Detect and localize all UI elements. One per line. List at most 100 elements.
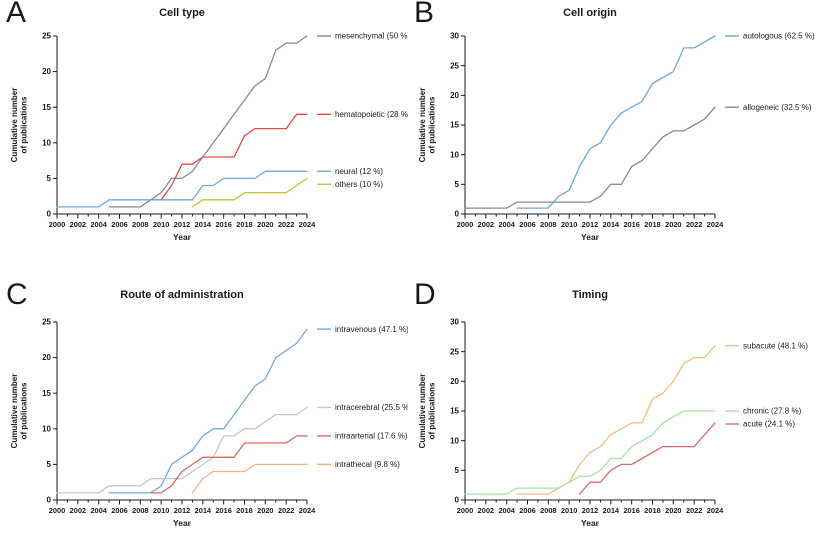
x-tick-label: 2020 — [257, 220, 273, 229]
legend-label-acute: acute (24.1 %) — [743, 420, 795, 429]
x-tick-label: 2002 — [478, 220, 494, 229]
x-tick-label: 2018 — [236, 506, 252, 515]
chart-timing: 0 5 10 15 20 25 30 2000 2002 2004 2006 2008 2010 2012… — [418, 318, 808, 528]
x-tick-label: 2024 — [707, 220, 724, 229]
x-tick-label: 2010 — [561, 506, 577, 515]
x-tick-label: 2024 — [299, 506, 316, 515]
y-tick-label: 15 — [42, 389, 51, 398]
panel-title-cell-type: Cell type — [159, 7, 205, 19]
series-line-intravenous — [108, 328, 308, 494]
x-tick-label: 2014 — [603, 506, 620, 515]
x-tick-label: 2020 — [665, 506, 681, 515]
x-tick-label: 2016 — [623, 506, 639, 515]
x-tick-label: 2006 — [111, 220, 127, 229]
series-line-hematopoietic — [150, 113, 308, 201]
y-tick-label: 30 — [450, 32, 459, 41]
x-tick-label: 2018 — [644, 506, 660, 515]
x-tick-label: 2012 — [174, 220, 190, 229]
x-axis-title: Year — [173, 518, 192, 528]
x-tick-label: 2000 — [49, 220, 65, 229]
x-tick-label: 2024 — [707, 506, 724, 515]
y-tick-label: 10 — [42, 424, 51, 433]
y-axis-title: Cumulative numberof publications — [418, 88, 437, 163]
x-axis-title: Year — [581, 232, 600, 242]
x-tick-label: 2004 — [498, 506, 515, 515]
chart-cell-origin: 0 5 10 15 20 25 30 2000 2002 2004 2006 2008 2010 2012… — [418, 32, 815, 242]
series-line-intracerebral — [56, 406, 308, 494]
x-tick-label: 2008 — [132, 506, 148, 515]
x-axis-title: Year — [173, 232, 192, 242]
x-tick-label: 2008 — [540, 220, 556, 229]
x-tick-label: 2012 — [174, 506, 190, 515]
y-tick-label: 25 — [450, 347, 459, 356]
panel-title-route-of-administration: Route of administration — [120, 289, 244, 301]
panel-letter-a: A — [6, 0, 27, 29]
y-tick-label: 20 — [450, 91, 459, 100]
y-tick-label: 0 — [47, 210, 52, 219]
y-tick-label: 30 — [450, 318, 459, 327]
x-tick-label: 2022 — [278, 506, 294, 515]
x-tick-label: 2018 — [236, 220, 252, 229]
x-axis-title: Year — [581, 518, 600, 528]
series-line-autologous — [516, 35, 716, 209]
panel-letter-d: D — [414, 278, 436, 311]
x-tick-label: 2000 — [457, 220, 473, 229]
y-tick-label: 15 — [450, 121, 459, 130]
y-tick-label: 25 — [42, 318, 51, 327]
x-tick-label: 2014 — [603, 220, 620, 229]
x-tick-label: 2020 — [665, 220, 681, 229]
y-axis-title: Cumulative numberof publications — [10, 374, 29, 449]
x-tick-label: 2018 — [644, 220, 660, 229]
y-tick-label: 25 — [42, 32, 51, 41]
series-line-others — [191, 177, 308, 208]
panel-title-cell-origin: Cell origin — [563, 7, 617, 19]
panel-title-timing: Timing — [572, 289, 608, 301]
x-tick-label: 2022 — [278, 220, 294, 229]
x-tick-label: 2010 — [153, 506, 169, 515]
panel-letter-c: C — [6, 278, 28, 311]
x-tick-label: 2002 — [478, 506, 494, 515]
y-tick-label: 10 — [42, 138, 51, 147]
legend-label-others: others (10 %) — [335, 180, 383, 189]
y-tick-label: 10 — [450, 150, 459, 159]
y-tick-label: 20 — [42, 67, 51, 76]
legend-label-mesenchymal: mesenchymal (50 %) — [335, 32, 408, 41]
legend-label-intrathecal: intrathecal (9.8 %) — [335, 460, 400, 469]
x-tick-label: 2022 — [686, 506, 702, 515]
x-tick-label: 2004 — [90, 220, 107, 229]
x-tick-label: 2006 — [519, 220, 535, 229]
y-tick-label: 20 — [42, 353, 51, 362]
x-tick-label: 2006 — [519, 506, 535, 515]
y-tick-label: 0 — [455, 210, 460, 219]
x-tick-label: 2014 — [195, 220, 212, 229]
x-tick-label: 2008 — [540, 506, 556, 515]
series-line-neural — [56, 170, 308, 208]
legend-label-allogeneic: allogeneic (32.5 %) — [743, 103, 812, 112]
x-tick-label: 2016 — [623, 220, 639, 229]
x-tick-label: 2016 — [215, 506, 231, 515]
chart-cell-type: 0 5 10 15 20 25 2000 2002 2004 2006 2008 2010 2012 20… — [10, 32, 408, 242]
y-tick-label: 0 — [47, 496, 52, 505]
x-tick-label: 2012 — [582, 506, 598, 515]
legend-label-autologous: autologous (62.5 %) — [743, 32, 815, 41]
x-tick-label: 2024 — [299, 220, 316, 229]
legend-label-intravenous: intravenous (47.1 %) — [335, 325, 408, 334]
y-tick-label: 15 — [450, 407, 459, 416]
x-tick-label: 2004 — [90, 506, 107, 515]
chart-route-of-administration: 0 5 10 15 20 25 2000 2002 2004 2006 2008 2010 2012 20… — [10, 318, 408, 528]
y-tick-label: 0 — [455, 496, 460, 505]
x-tick-label: 2002 — [70, 220, 86, 229]
series-line-acute — [578, 422, 716, 495]
legend-label-subacute: subacute (48.1 %) — [743, 341, 808, 350]
x-tick-label: 2000 — [49, 506, 65, 515]
panel-letter-b: B — [414, 0, 435, 29]
x-tick-label: 2000 — [457, 506, 473, 515]
y-tick-label: 5 — [455, 466, 460, 475]
series-line-chronic — [464, 410, 716, 495]
panel-cell-origin: B Cell origin 0 5 10 15 20 25 30 2000 2002 2004 20… — [408, 0, 816, 270]
y-tick-label: 5 — [47, 174, 52, 183]
series-line-mesenchymal — [108, 35, 308, 208]
panel-timing: D Timing 0 5 10 15 20 25 30 2000 2002 2004 2006 200… — [408, 270, 816, 540]
y-axis-title: Cumulative numberof publications — [418, 374, 437, 449]
